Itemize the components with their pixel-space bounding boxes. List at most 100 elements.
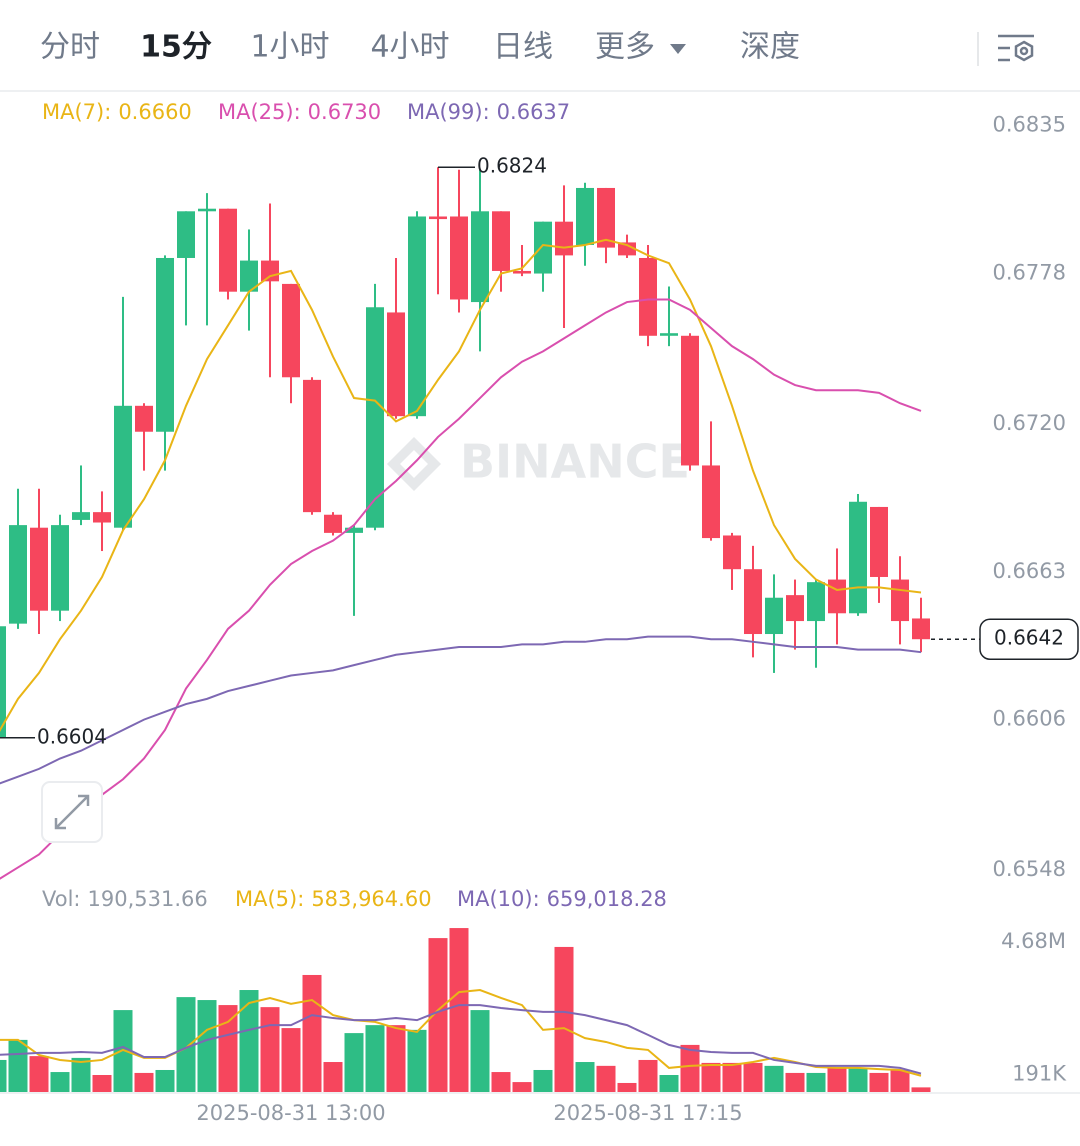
volume-bar <box>281 1028 301 1093</box>
candle-body <box>93 512 111 523</box>
ma-line <box>0 1004 922 1075</box>
candle-body <box>492 211 510 271</box>
volume-bar <box>680 1044 700 1093</box>
settings-icon[interactable] <box>998 34 1034 62</box>
candle-body <box>429 216 447 220</box>
volume-bar <box>764 1065 784 1093</box>
volume-bar <box>554 946 574 1093</box>
candle-body <box>870 506 888 577</box>
y-tick-label: 4.68M <box>1001 929 1066 953</box>
volume-bar <box>869 1072 889 1093</box>
legend-value: 0.6637 <box>497 100 570 124</box>
watermark: BINANCE <box>387 435 690 491</box>
candle-body <box>51 525 69 611</box>
tab[interactable]: 分时 <box>40 30 100 65</box>
candle-body <box>30 527 48 611</box>
volume-bar <box>155 1069 175 1093</box>
overlay: 0.6835 0.6778 0.6720 0.6663 0.6606 0.6548 2025… <box>0 100 1079 1125</box>
y-tick-label: 191K <box>1012 1061 1067 1085</box>
y-tick-label: 0.6548 <box>993 857 1066 881</box>
volume-bar <box>92 1075 112 1093</box>
volume-bar <box>701 1062 721 1093</box>
volume-bar <box>260 1007 280 1093</box>
volume-bar <box>344 1033 364 1093</box>
candle-body <box>513 270 531 274</box>
legend-name: Vol: <box>42 887 81 911</box>
legend-value: 0.6660 <box>118 100 191 124</box>
ma-lines <box>0 238 922 880</box>
volume-bar <box>617 1082 637 1093</box>
legend-value: 190,531.66 <box>88 887 208 911</box>
candle-body <box>303 379 321 513</box>
candle-body <box>891 579 909 622</box>
candle-body <box>576 187 594 246</box>
dropdown-arrow[interactable] <box>670 44 686 54</box>
ma-line <box>0 298 922 880</box>
candle-body <box>324 514 342 533</box>
volume-bar <box>197 1000 217 1093</box>
volume-bar <box>911 1087 931 1093</box>
high-marker: 0.6824 <box>477 154 547 178</box>
candle-body <box>660 333 678 336</box>
volume-bar <box>50 1072 70 1093</box>
legend-value: 583,964.60 <box>311 887 431 911</box>
volume-bar <box>512 1082 532 1093</box>
tab[interactable]: 深度 <box>740 30 800 65</box>
volume-bar <box>827 1067 847 1093</box>
y-tick-label: 0.6835 <box>993 113 1066 137</box>
candle-body <box>702 465 720 539</box>
ma-line <box>0 238 922 732</box>
candle-body <box>786 595 804 622</box>
last-price-label: 0.6642 <box>994 626 1064 650</box>
x-tick-label: 2025-08-31 17:15 <box>553 1101 742 1125</box>
candle-body <box>555 221 573 256</box>
volume-bar <box>491 1072 511 1093</box>
volume-bar <box>323 1062 343 1093</box>
tab[interactable]: 日线 <box>493 30 553 65</box>
volume-bar <box>428 938 448 1093</box>
volume-bar <box>785 1072 805 1093</box>
volume-bar <box>470 1010 490 1093</box>
y-tick-label: 0.6778 <box>993 261 1066 285</box>
candle-body <box>912 618 930 640</box>
legend-value: 659,018.28 <box>547 887 667 911</box>
candle-body <box>114 405 132 528</box>
volume-bar <box>302 974 322 1093</box>
volume-bar <box>176 997 196 1093</box>
candle-body <box>72 512 90 520</box>
candle-body <box>618 242 636 256</box>
tab[interactable]: 15分 <box>140 30 212 65</box>
legend-name: MA(5): <box>235 887 304 911</box>
volume-bar <box>8 1039 28 1093</box>
x-tick-label: 2025-08-31 13:00 <box>196 1101 385 1125</box>
volume-bar <box>659 1075 679 1093</box>
candle-body <box>723 535 741 570</box>
legend-name: MA(7): <box>42 100 111 124</box>
zoom-button[interactable] <box>41 781 103 843</box>
candle-body <box>450 216 468 300</box>
ma-line <box>0 635 922 785</box>
candle-body <box>366 307 384 528</box>
volume-bar <box>386 1025 406 1093</box>
volume-bar <box>449 928 469 1093</box>
candle-body <box>681 335 699 466</box>
tab[interactable]: 1小时 <box>250 30 329 65</box>
y-tick-label: 0.6606 <box>993 707 1066 731</box>
watermark-text: BINANCE <box>460 435 690 489</box>
y-tick-label: 0.6663 <box>993 559 1066 583</box>
candle-body <box>177 211 195 258</box>
volume-bar <box>575 1062 595 1093</box>
volume-bar <box>722 1062 742 1093</box>
volume-bar <box>596 1065 616 1093</box>
volume-bar <box>743 1062 763 1093</box>
candle-body <box>534 221 552 274</box>
candle-body <box>807 582 825 622</box>
candle-body <box>9 525 27 624</box>
last-price-box <box>979 618 1079 660</box>
tab[interactable]: 更多 <box>595 30 655 65</box>
tab[interactable]: 4小时 <box>370 30 449 65</box>
candle-body <box>744 569 762 635</box>
candle-body <box>345 527 363 533</box>
